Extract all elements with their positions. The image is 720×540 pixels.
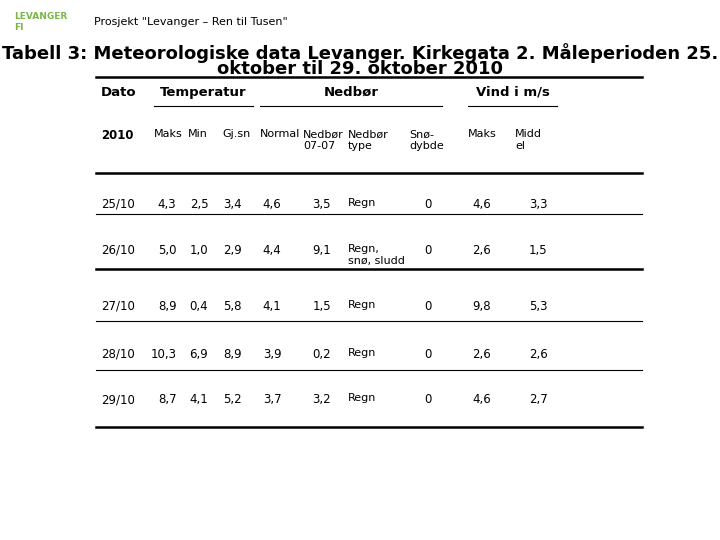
Text: 0: 0 [424, 348, 431, 361]
Text: 25/10: 25/10 [101, 198, 135, 211]
Text: 8,7: 8,7 [158, 393, 176, 406]
Text: 27/10: 27/10 [101, 300, 135, 313]
Text: 8,9: 8,9 [158, 300, 176, 313]
Text: 1,5: 1,5 [312, 300, 331, 313]
Text: 4,1: 4,1 [263, 300, 282, 313]
Text: 0,2: 0,2 [312, 348, 331, 361]
Text: Nedbør
type: Nedbør type [348, 129, 389, 151]
Text: 5,2: 5,2 [223, 393, 242, 406]
Text: 10,3: 10,3 [150, 348, 176, 361]
Text: 3,9: 3,9 [263, 348, 282, 361]
Text: 2,9: 2,9 [223, 244, 242, 256]
Text: 1,0: 1,0 [189, 244, 208, 256]
Text: Regn,
snø, sludd: Regn, snø, sludd [348, 244, 405, 266]
Text: 4,4: 4,4 [263, 244, 282, 256]
Text: 1,5: 1,5 [529, 244, 547, 256]
Text: FI: FI [14, 23, 24, 32]
Text: 4,6: 4,6 [472, 393, 490, 406]
Text: 4,6: 4,6 [472, 198, 490, 211]
Text: 2,6: 2,6 [472, 244, 490, 256]
Text: 4,6: 4,6 [263, 198, 282, 211]
Text: 28/10: 28/10 [101, 348, 135, 361]
Text: Nedbør: Nedbør [323, 85, 379, 99]
Text: LEVANGER: LEVANGER [14, 12, 68, 21]
Text: 3,2: 3,2 [312, 393, 331, 406]
Text: 2,7: 2,7 [528, 393, 547, 406]
Text: oktober til 29. oktober 2010: oktober til 29. oktober 2010 [217, 60, 503, 78]
Text: 6,9: 6,9 [189, 348, 208, 361]
Text: 2010: 2010 [101, 129, 134, 142]
Text: 5,0: 5,0 [158, 244, 176, 256]
Text: 3,4: 3,4 [223, 198, 242, 211]
Text: Dato: Dato [101, 85, 137, 99]
Text: Regn: Regn [348, 300, 376, 310]
Text: 4,1: 4,1 [189, 393, 208, 406]
Text: 2,6: 2,6 [472, 348, 490, 361]
Text: 2,6: 2,6 [528, 348, 547, 361]
Text: Tabell 3: Meteorologiske data Levanger. Kirkegata 2. Måleperioden 25.: Tabell 3: Meteorologiske data Levanger. … [2, 43, 718, 63]
Text: 26/10: 26/10 [101, 244, 135, 256]
Text: Prosjekt "Levanger – Ren til Tusen": Prosjekt "Levanger – Ren til Tusen" [94, 17, 287, 28]
Text: 29/10: 29/10 [101, 393, 135, 406]
Text: Nedbør
07-07: Nedbør 07-07 [303, 129, 344, 151]
Text: Maks: Maks [468, 129, 497, 139]
Text: 5,3: 5,3 [529, 300, 547, 313]
Text: Maks: Maks [154, 129, 183, 139]
Text: 8,9: 8,9 [223, 348, 242, 361]
Text: 3,3: 3,3 [529, 198, 547, 211]
Text: Midd
el: Midd el [516, 129, 542, 151]
Text: 9,1: 9,1 [312, 244, 331, 256]
Text: Temperatur: Temperatur [161, 85, 247, 99]
Text: Snø-
dybde: Snø- dybde [409, 129, 444, 151]
Text: 0,4: 0,4 [189, 300, 208, 313]
Text: 0: 0 [424, 300, 431, 313]
Text: 0: 0 [424, 393, 431, 406]
Text: 4,3: 4,3 [158, 198, 176, 211]
Text: Regn: Regn [348, 198, 376, 208]
Text: 2,5: 2,5 [189, 198, 208, 211]
Text: Vind i m/s: Vind i m/s [476, 85, 549, 99]
Text: 3,5: 3,5 [312, 198, 331, 211]
Text: Min: Min [188, 129, 207, 139]
Text: 5,8: 5,8 [223, 300, 242, 313]
Text: Regn: Regn [348, 393, 376, 403]
Text: Normal: Normal [260, 129, 300, 139]
Text: 0: 0 [424, 244, 431, 256]
Text: Regn: Regn [348, 348, 376, 357]
Text: 0: 0 [424, 198, 431, 211]
Text: 9,8: 9,8 [472, 300, 490, 313]
Text: 3,7: 3,7 [263, 393, 282, 406]
Text: Gj.sn: Gj.sn [222, 129, 251, 139]
